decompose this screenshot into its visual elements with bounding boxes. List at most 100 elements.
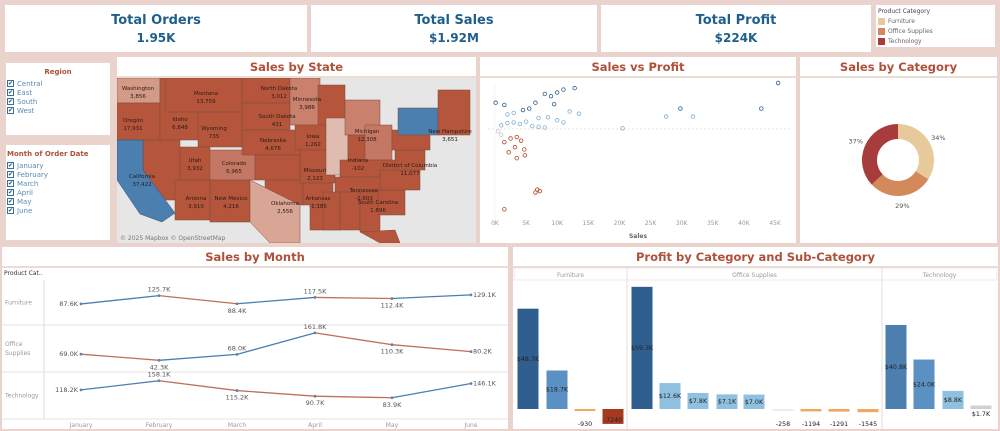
scatter-plot[interactable]: 0K 5K 10K 15K 20K 25K 30K 35K 40K 45K: [480, 78, 796, 243]
data-label: 158.1K: [148, 371, 172, 379]
filter-option[interactable]: ✔ January: [7, 161, 110, 170]
checkbox-icon[interactable]: ✔: [7, 107, 14, 114]
month-filter: Month of Order Date ✔ January ✔ February ✔ Ma…: [6, 145, 110, 240]
state-label: Utah 3,932: [187, 158, 203, 172]
slice-label: 37%: [849, 138, 863, 146]
scatter-point: [576, 111, 582, 116]
legend-item-technology[interactable]: Technology: [878, 36, 993, 46]
x-tick-label: 45K: [769, 220, 782, 227]
scatter-point: [502, 102, 507, 108]
filter-option[interactable]: ✔ April: [7, 188, 110, 197]
data-label: 129.1K: [473, 291, 497, 299]
scatter-point: [561, 120, 566, 125]
state-label: Tennessee -1,603: [349, 188, 379, 202]
data-point: [157, 379, 161, 383]
scatter-point: [533, 100, 538, 105]
scatter-point: [542, 125, 547, 130]
kpi-total-profit: Total Profit $224K: [601, 5, 871, 52]
profit-bar: [602, 409, 624, 424]
state-label: Washington 3,856: [122, 86, 155, 100]
state-shape: [254, 154, 301, 181]
line-chart[interactable]: January February March April May June Furnitur…: [2, 247, 508, 429]
checkbox-icon[interactable]: ✔: [7, 162, 14, 169]
data-label: 161.8K: [304, 323, 328, 331]
profit-bar: [857, 409, 879, 413]
series-line: [391, 382, 472, 399]
profit-bar: [970, 405, 992, 409]
checkbox-icon[interactable]: ✔: [7, 80, 14, 87]
state-name: Indiana: [348, 158, 368, 164]
filter-option[interactable]: ✔ South: [7, 97, 110, 106]
series-line: [391, 344, 472, 353]
state-shape: [241, 78, 291, 104]
bar-label: -1291: [830, 421, 848, 428]
bar-label: $48.7K: [517, 356, 540, 363]
filter-option[interactable]: ✔ West: [7, 106, 110, 115]
filter-option[interactable]: ✔ March: [7, 179, 110, 188]
data-point: [235, 353, 239, 356]
state-value: 3,651: [442, 137, 458, 143]
state-shape: [209, 179, 251, 223]
bar-label: -930: [578, 421, 592, 428]
filter-option[interactable]: ✔ February: [7, 170, 110, 179]
scatter-point: [690, 114, 696, 119]
checkbox-icon[interactable]: ✔: [7, 98, 14, 105]
state-value: 3,932: [187, 166, 203, 172]
scatter-point: [775, 80, 781, 86]
checkbox-icon[interactable]: ✔: [7, 89, 14, 96]
kpi-value: $1.92M: [429, 30, 479, 45]
option-label: June: [17, 206, 33, 215]
checkbox-icon[interactable]: ✔: [7, 189, 14, 196]
filter-option[interactable]: ✔ East: [7, 88, 110, 97]
scatter-point: [545, 115, 551, 120]
state-label: Nebraska 4,676: [260, 138, 286, 152]
data-point: [469, 350, 473, 354]
filter-option[interactable]: ✔ June: [7, 206, 110, 215]
kpi-value: 1.95K: [136, 30, 176, 45]
scatter-point: [678, 106, 683, 111]
state-name: Missouri: [304, 168, 327, 174]
data-point: [390, 297, 394, 300]
scatter-point: [517, 121, 523, 127]
option-label: March: [17, 179, 39, 188]
sales-by-category-panel: Sales by Category 34% 29% 37%: [800, 57, 997, 243]
profit-bar: [942, 390, 964, 409]
data-label: 90.7K: [306, 399, 325, 407]
state-name: Nebraska: [260, 138, 286, 144]
checkbox-icon[interactable]: ✔: [7, 180, 14, 187]
donut-chart[interactable]: 34% 29% 37%: [800, 78, 997, 243]
us-map[interactable]: Washington 3,856 Oregon 17,931 California 37,…: [117, 78, 476, 243]
scatter-point: [522, 147, 527, 152]
state-value: 11,077: [400, 171, 420, 177]
profit-bar: [772, 409, 794, 411]
legend-item-office-supplies[interactable]: Office Supplies: [878, 26, 993, 36]
series-line: [236, 389, 316, 397]
state-shape: [117, 102, 161, 141]
bar-chart[interactable]: Furniture $48.7K $18.7K -930 -7240 Office Sup…: [513, 247, 998, 429]
scatter-point: [548, 93, 554, 99]
state-value: 1,896: [370, 208, 386, 214]
state-name: South Carolina: [358, 200, 398, 206]
data-point: [157, 294, 161, 298]
sales-vs-profit-panel: Sales vs Profit 0K 5K 10K 15K 20K 25K 30K 35K 40…: [480, 57, 796, 243]
scatter-point: [505, 112, 510, 117]
series-line: [314, 395, 393, 399]
donut-slice: [871, 171, 929, 196]
series-line: [158, 353, 238, 361]
x-tick-label: 40K: [738, 220, 751, 227]
checkbox-icon[interactable]: ✔: [7, 207, 14, 214]
state-shape-california: [117, 139, 176, 223]
state-value: 2,556: [277, 209, 293, 215]
bar-label: -7240: [604, 417, 622, 424]
state-name: Michigan: [355, 129, 380, 135]
filter-option[interactable]: ✔ May: [7, 197, 110, 206]
legend-item-furniture[interactable]: Furniture: [878, 16, 993, 26]
series-line: [158, 294, 238, 305]
x-tick-label: 10K: [551, 220, 564, 227]
data-point: [469, 382, 473, 385]
checkbox-icon[interactable]: ✔: [7, 171, 14, 178]
checkbox-icon[interactable]: ✔: [7, 198, 14, 205]
scatter-point: [514, 134, 519, 140]
filter-option[interactable]: ✔ Central: [7, 79, 110, 88]
month-tick-label: April: [308, 422, 322, 429]
